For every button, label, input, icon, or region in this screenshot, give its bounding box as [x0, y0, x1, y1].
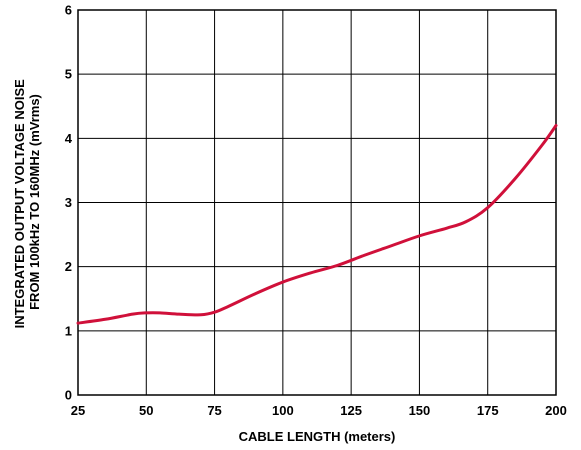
- y-tick-labels: 0 1 2 3 4 5 6: [65, 3, 73, 403]
- y-axis-title-line-1: INTEGRATED OUTPUT VOLTAGE NOISE: [12, 79, 27, 329]
- y-tick-label: 1: [65, 323, 72, 338]
- x-tick-labels: 25 50 75 100 125 150 175 200: [71, 403, 567, 418]
- grid: [77, 9, 557, 396]
- x-tick-label: 75: [207, 403, 221, 418]
- y-axis-title: INTEGRATED OUTPUT VOLTAGE NOISE FROM 100…: [12, 76, 42, 329]
- y-tick-label: 6: [65, 3, 72, 18]
- y-tick-label: 4: [65, 131, 73, 146]
- y-tick-label: 0: [65, 388, 72, 403]
- x-axis-title: CABLE LENGTH (meters): [239, 429, 396, 444]
- series-line: [76, 124, 558, 325]
- y-axis-title-line-2: FROM 100kHz TO 160MHz (mVrms): [27, 94, 42, 310]
- x-tick-label: 125: [340, 403, 362, 418]
- y-tick-label: 3: [65, 195, 72, 210]
- plot-frame: [77, 9, 557, 396]
- y-tick-label: 5: [65, 67, 72, 82]
- x-tick-label: 25: [71, 403, 85, 418]
- x-tick-label: 150: [409, 403, 431, 418]
- x-tick-label: 175: [477, 403, 499, 418]
- y-tick-label: 2: [65, 259, 72, 274]
- x-tick-label: 100: [272, 403, 294, 418]
- x-tick-label: 50: [139, 403, 153, 418]
- x-tick-label: 200: [545, 403, 567, 418]
